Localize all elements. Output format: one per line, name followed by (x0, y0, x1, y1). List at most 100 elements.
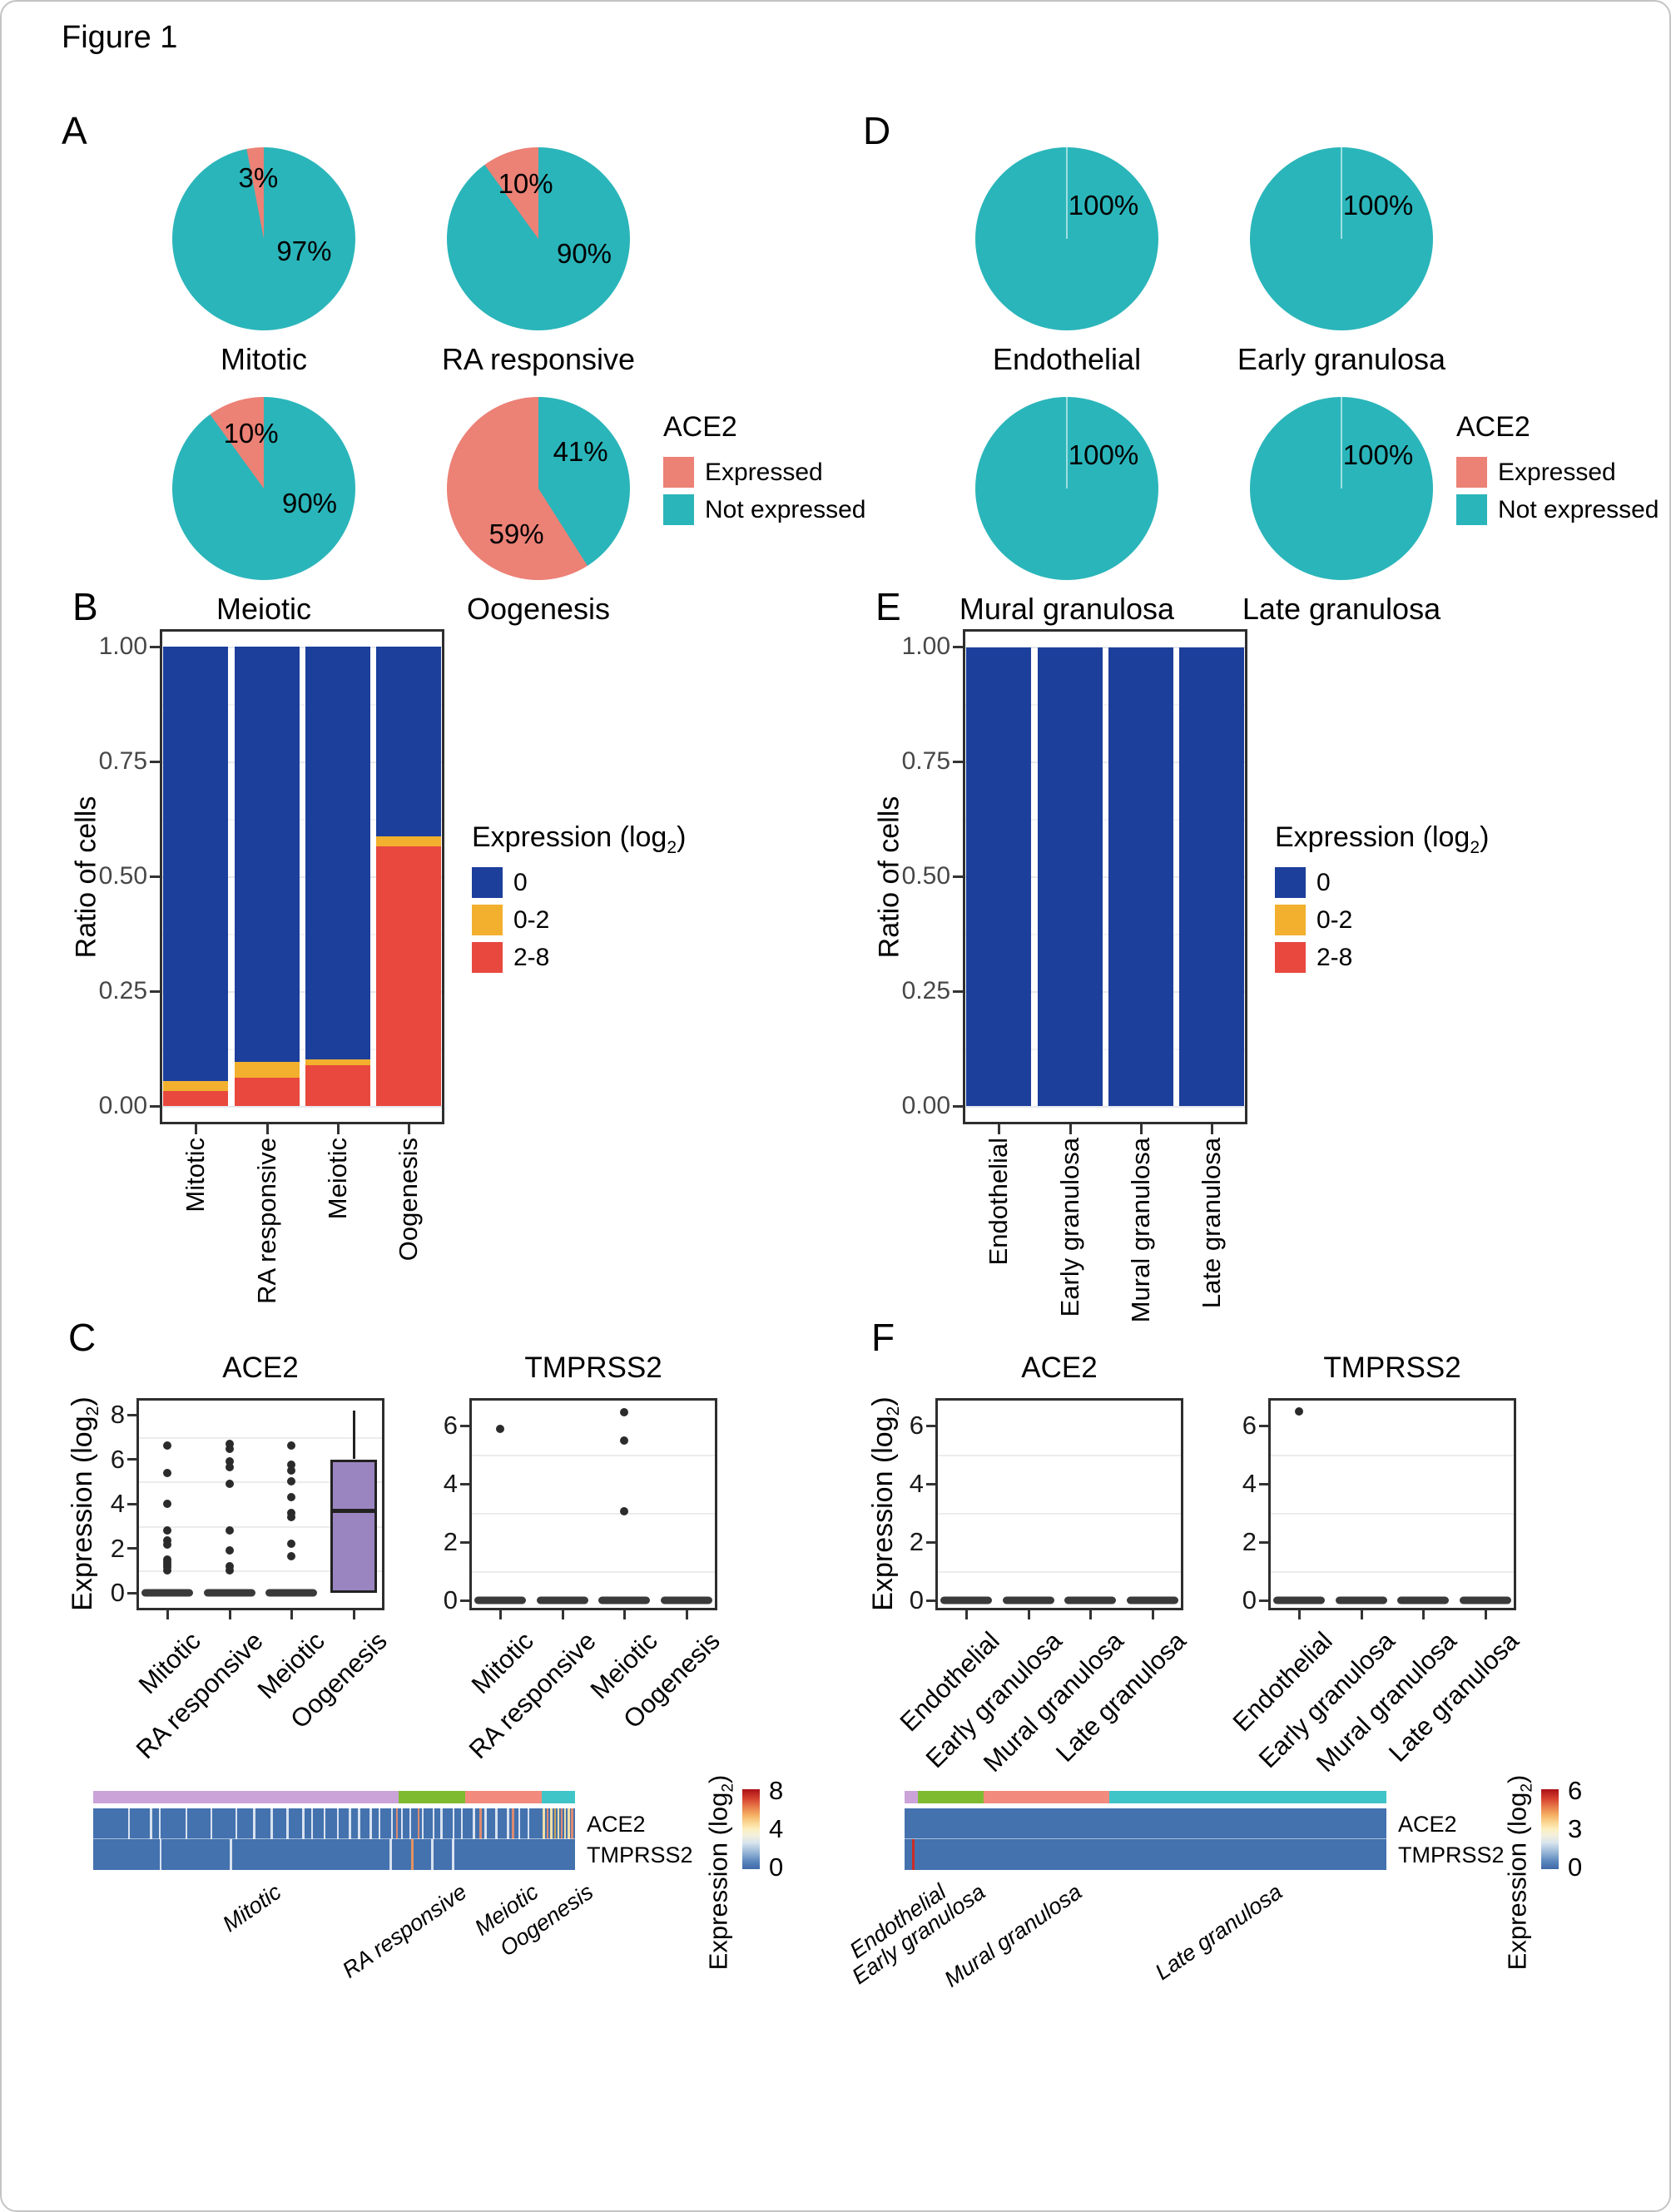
zero-capsule (1460, 1596, 1511, 1604)
pie-percent-label: 90% (281, 487, 338, 518)
x-tickmark (407, 1124, 410, 1134)
legend-swatch (472, 867, 503, 898)
x-tickmark (352, 1610, 355, 1619)
bar-legend-item: 2-8 (472, 942, 549, 973)
heatmap-stripe (389, 1839, 392, 1870)
data-point (163, 1536, 171, 1545)
zero-capsule (141, 1589, 193, 1597)
x-tickmark (290, 1610, 293, 1619)
annotation-segment-mitotic (93, 1791, 399, 1803)
boxpanel-y-axis-title: Expression (log2) (867, 1396, 903, 1611)
heatmap-stripe (378, 1808, 381, 1839)
data-point (496, 1424, 504, 1433)
data-point (620, 1408, 628, 1417)
y-tick-label: 0.25 (901, 977, 950, 1004)
bar-segment-0 (163, 647, 228, 1081)
heatmap-stripe (460, 1808, 464, 1839)
gridline-major (162, 991, 442, 993)
legend-label: 0-2 (513, 905, 550, 934)
x-tickmark (498, 1610, 502, 1619)
heatmap-stripe (235, 1808, 238, 1839)
x-tickmark (336, 1124, 340, 1134)
heatmap-stripe (550, 1808, 553, 1839)
heatmap-stripe (395, 1808, 399, 1839)
pie-mitotic (172, 147, 355, 330)
bar-x-label: Mitotic (181, 1138, 210, 1213)
zero-capsule (598, 1596, 650, 1604)
gridline-major (965, 647, 1245, 648)
zero-capsule (940, 1596, 992, 1604)
heatmap-stripe (409, 1808, 412, 1839)
x-tickmark (1139, 1124, 1143, 1134)
annotation-segment-oogenesis (542, 1791, 575, 1803)
pie-slice-divider (1066, 147, 1068, 239)
heatmap-stripe (452, 1808, 455, 1839)
heatmap-stripe (563, 1808, 567, 1839)
x-tickmark (1421, 1610, 1425, 1619)
data-point (287, 1441, 295, 1451)
bar-x-label: Mural granulosa (1126, 1138, 1155, 1323)
x-tickmark (1069, 1124, 1072, 1134)
colorbar-title: Expression (log2) (703, 1774, 737, 1971)
y-tick-label: 6 (443, 1411, 458, 1440)
data-point (287, 1513, 295, 1522)
bar-segment-2-8 (163, 1090, 228, 1106)
heatmap-stripe (512, 1808, 514, 1839)
heatmap-row-label: TMPRSS2 (587, 1843, 693, 1867)
boxplot-area (469, 1398, 717, 1610)
gridline-minor (162, 1049, 442, 1050)
pie-percent-label: 10% (223, 418, 279, 449)
y-tickmark (953, 1104, 963, 1108)
heatmap-stripe (553, 1808, 557, 1839)
y-tick-label: 0 (1242, 1585, 1257, 1614)
heatmap-stripe (411, 1839, 414, 1870)
boxplot-area (935, 1398, 1183, 1610)
bar-segment-0 (376, 647, 441, 836)
y-tick-label: 2 (909, 1527, 924, 1556)
bar-segment-0 (305, 647, 370, 1059)
pie-caption: Mitotic (220, 342, 308, 376)
y-tick-label: 6 (909, 1411, 924, 1440)
data-point (1295, 1406, 1303, 1416)
boxplot-gridline (472, 1455, 715, 1456)
legend-swatch (472, 942, 503, 973)
y-tick-label: 2 (443, 1527, 458, 1556)
data-point (226, 1561, 234, 1570)
gridline-major (965, 876, 1245, 878)
annotation-segment-mural-granulosa (983, 1791, 1110, 1803)
y-tick-label: 0.00 (901, 1092, 950, 1119)
heatmap-stripe (571, 1808, 573, 1839)
boxplot-gridline (1271, 1513, 1514, 1515)
x-tickmark (685, 1610, 688, 1619)
bar-legend-item: 0-2 (472, 905, 549, 935)
annotation-segment-ra-responsive (399, 1791, 465, 1803)
pie-legend-item: Expressed (663, 457, 823, 488)
y-tick-label: 2 (110, 1533, 125, 1563)
heatmap-stripe (185, 1808, 188, 1839)
heatmap-stripe (484, 1808, 487, 1839)
bar-x-label: Late granulosa (1197, 1138, 1226, 1309)
x-tickmark (265, 1124, 269, 1134)
bar-x-label: Early granulosa (1055, 1138, 1084, 1317)
legend-label: 2-8 (1316, 943, 1353, 971)
pie-slice-divider (1341, 397, 1342, 489)
zero-capsule (204, 1589, 255, 1597)
pie-meiotic (172, 397, 355, 580)
gridline-major (965, 991, 1245, 993)
x-tickmark (1360, 1610, 1363, 1619)
heatmap-stripe (479, 1808, 482, 1839)
boxplot-title: ACE2 (1021, 1352, 1098, 1384)
x-tickmark (1088, 1610, 1092, 1619)
bar-x-label: Meiotic (323, 1138, 352, 1220)
data-point (287, 1461, 295, 1470)
data-point (226, 1439, 234, 1448)
heatmap-stripe (507, 1808, 509, 1839)
data-point (620, 1436, 628, 1445)
heatmap-stripe (349, 1808, 351, 1839)
pie-percent-label: 90% (556, 237, 612, 269)
heatmap-stripe (495, 1808, 498, 1839)
zero-capsule (1336, 1596, 1387, 1604)
data-point (226, 1566, 234, 1575)
zero-capsule (474, 1596, 526, 1604)
y-tick-label: 4 (909, 1469, 924, 1498)
